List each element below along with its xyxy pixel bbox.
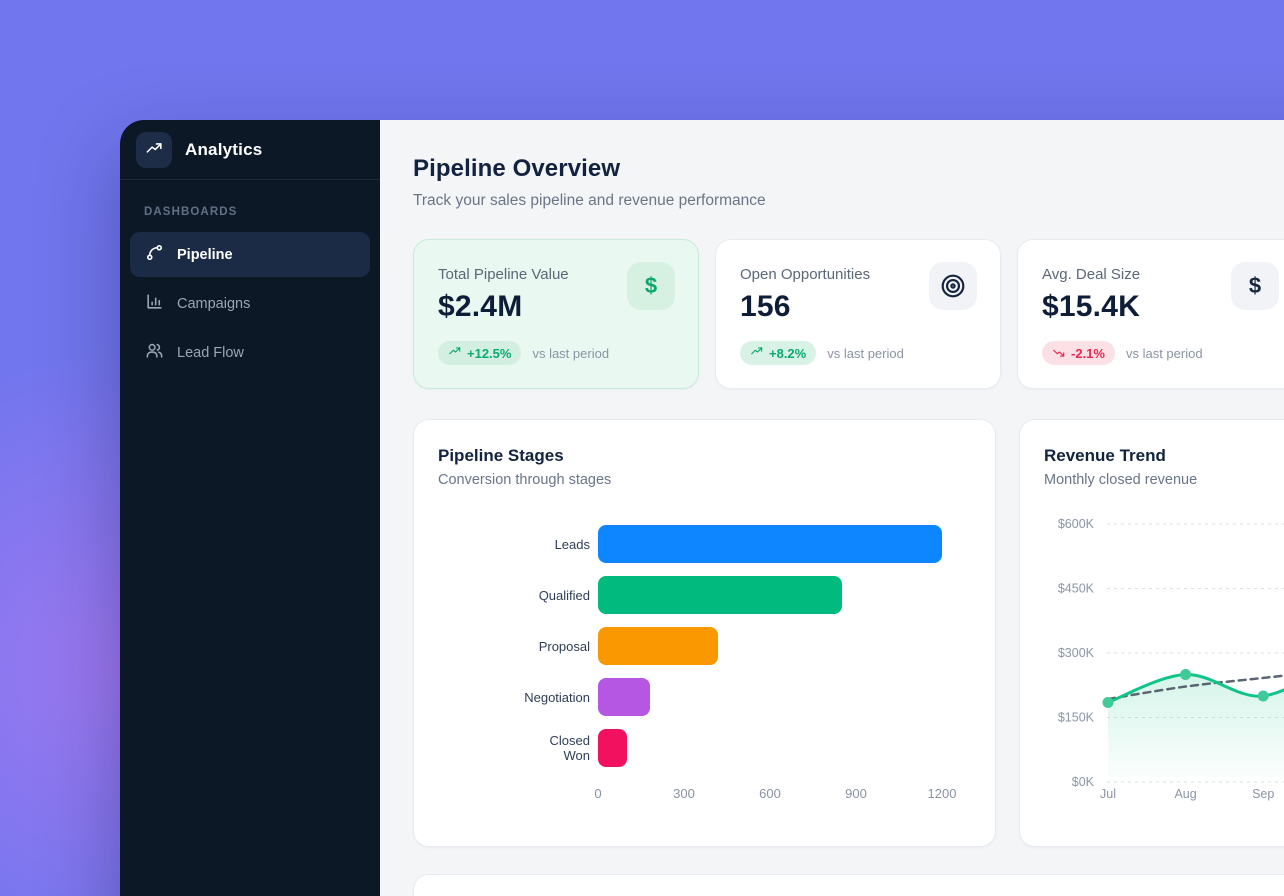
data-point-sep[interactable] [1257,690,1269,702]
chart-title: Pipeline Stages [438,446,564,465]
main-content: Pipeline Overview Track your sales pipel… [380,120,1284,896]
change-value: -2.1% [1071,345,1105,361]
dollar-icon: $ [627,262,675,310]
y-tick-label: $450K [1058,582,1095,596]
change-value: +12.5% [467,345,512,361]
sidebar-item-lead-flow[interactable]: Lead Flow [130,330,370,375]
kpi-card-open-opportunities: Open Opportunities 156 +8.2% vs last period [715,239,1001,389]
bar-row-qualified: Qualified [438,576,971,614]
data-point-aug[interactable] [1180,669,1192,680]
pipeline-stages-card: Pipeline Stages Conversion through stage… [413,419,996,847]
compare-text: vs last period [1125,345,1203,361]
sidebar: Analytics DASHBOARDS Pipeline Campaigns Le… [120,120,380,896]
page-subtitle: Track your sales pipeline and revenue pe… [413,192,766,209]
kpi-value: $15.4K [1042,290,1140,323]
bar-label: Leads [554,536,590,552]
bar-row-leads: Leads [438,525,971,563]
bar-closed-won[interactable] [598,729,627,767]
bar-proposal[interactable] [598,627,719,665]
kpi-label: Open Opportunities [740,266,871,283]
data-point-jul[interactable] [1102,696,1114,708]
kpi-trend-row: -2.1% vs last period [1042,341,1278,365]
bar-row-closed-won: Closed Won [438,729,971,767]
x-axis-ticks: 0 300 600 900 1200 [594,780,971,802]
charts-row: Pipeline Stages Conversion through stage… [413,419,1284,847]
trending-up-icon [448,345,462,362]
route-icon [145,243,164,266]
x-tick-label: Jul [1100,787,1116,801]
kpi-trend-row: +8.2% vs last period [740,341,976,365]
x-tick: 300 [673,786,695,801]
page-title: Pipeline Overview [413,155,621,182]
y-tick-label: $150K [1058,711,1095,725]
app-logo: Analytics [120,120,380,179]
kpi-trend-row: +12.5% vs last period [438,341,674,365]
sidebar-item-label: Pipeline [177,246,233,263]
change-badge: -2.1% [1042,341,1115,365]
sidebar-item-label: Campaigns [177,295,251,312]
monthly-revenue-line[interactable] [1106,657,1284,704]
x-tick: 600 [759,786,781,801]
area-fill [1108,674,1284,782]
chart-title: Revenue Trend [1044,446,1166,465]
sidebar-divider [120,179,380,180]
sidebar-item-label: Lead Flow [177,344,244,361]
kpi-value: $2.4M [438,290,523,323]
sidebar-item-campaigns[interactable]: Campaigns [130,281,370,326]
chart-subtitle: Conversion through stages [438,472,612,488]
change-badge: +8.2% [740,341,817,365]
revenue-trend-card: Revenue Trend Monthly closed revenue $60… [1019,419,1284,847]
change-value: +8.2% [769,345,807,361]
revenue-trend-chart[interactable]: $600K $450K $300K $150K $0K Jul Aug Sep [1020,420,1284,848]
y-tick-label: $600K [1058,517,1095,531]
x-tick-label: Sep [1252,787,1274,801]
trending-up-icon [136,131,172,168]
kpi-label: Avg. Deal Size [1042,266,1141,283]
bar-chart-icon [145,292,164,315]
partial-bottom-card [413,874,1284,896]
kpi-card-avg-deal-size: Avg. Deal Size $15.4K -2.1% vs last period $ [1017,239,1284,389]
bar-leads[interactable] [598,525,942,563]
x-tick: 1200 [927,786,957,801]
y-tick-label: $0K [1072,775,1095,789]
bar-row-negotiation: Negotiation [438,678,971,716]
app-window: Analytics DASHBOARDS Pipeline Campaigns Le… [120,120,1284,896]
bar-row-proposal: Proposal [438,627,971,665]
change-badge: +12.5% [438,341,522,365]
kpi-label: Total Pipeline Value [438,266,569,283]
sidebar-nav: Pipeline Campaigns Lead Flow [120,232,380,375]
kpi-row: Total Pipeline Value $2.4M +12.5% vs last p… [413,239,1284,389]
bar-label: Negotiation [524,689,590,705]
sidebar-section-label: DASHBOARDS [144,206,238,218]
bar-qualified[interactable] [598,576,842,614]
compare-text: vs last period [827,345,904,361]
x-tick: 900 [845,786,867,801]
users-icon [145,341,164,364]
bar-label: Proposal [538,638,590,654]
bar-negotiation[interactable] [598,678,650,716]
dollar-icon: $ [1231,262,1279,310]
sidebar-item-pipeline[interactable]: Pipeline [130,232,370,277]
kpi-value: 156 [740,290,791,323]
chart-subtitle: Monthly closed revenue [1044,472,1198,488]
x-tick-label: Aug [1174,787,1196,801]
trending-up-icon [750,345,764,362]
compare-text: vs last period [532,345,610,361]
y-tick-label: $300K [1058,646,1095,660]
bar-label: Closed Won [549,733,590,763]
x-tick: 0 [594,786,602,801]
target-icon [929,262,977,310]
kpi-card-total-pipeline-value: Total Pipeline Value $2.4M +12.5% vs last p… [413,239,699,389]
app-title: Analytics [185,139,263,159]
trending-down-icon [1052,345,1066,362]
pipeline-stages-chart: Leads Qualified Proposal Negotiation Closed … [438,525,971,802]
bar-label: Qualified [538,587,590,603]
